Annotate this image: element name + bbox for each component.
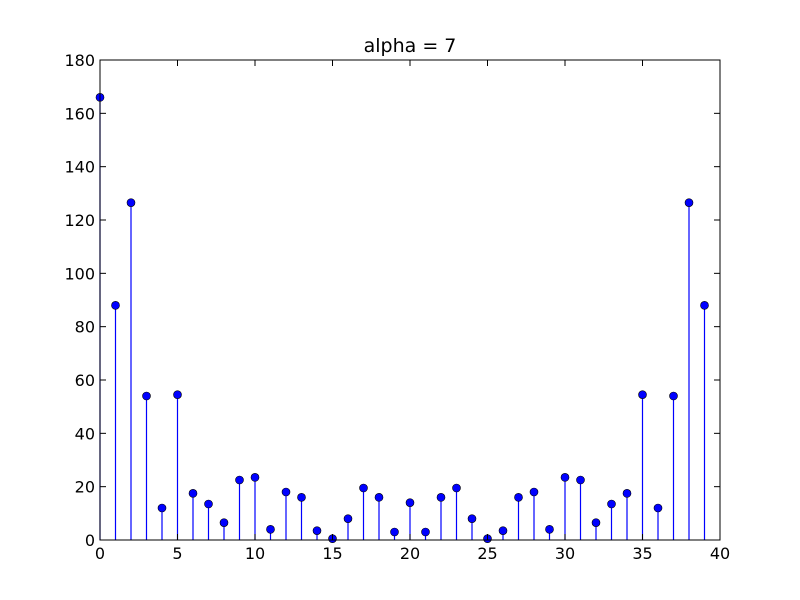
y-tick-label: 60 <box>75 371 95 390</box>
x-tick-label: 15 <box>322 544 342 563</box>
data-point <box>343 514 353 523</box>
y-tick-label: 0 <box>85 531 95 550</box>
data-point <box>607 499 616 509</box>
x-tick-label: 30 <box>555 544 575 563</box>
x-tick-label: 10 <box>245 544 265 563</box>
data-point <box>529 487 539 497</box>
data-point <box>281 487 291 497</box>
data-point <box>266 525 275 534</box>
y-tick-label: 160 <box>64 104 95 123</box>
x-tick-label: 20 <box>400 544 420 563</box>
data-point <box>436 493 446 502</box>
data-point <box>684 198 694 207</box>
data-point <box>514 493 523 502</box>
data-point <box>467 514 477 523</box>
y-tick-label: 140 <box>64 158 95 177</box>
data-point <box>126 198 136 207</box>
data-point <box>173 390 182 399</box>
data-point <box>452 483 461 493</box>
data-point <box>312 526 322 535</box>
data-point <box>219 518 229 527</box>
data-point <box>653 503 663 513</box>
data-point <box>700 301 709 310</box>
data-point <box>591 518 601 527</box>
data-point <box>560 473 570 482</box>
y-tick-label: 120 <box>64 211 95 230</box>
x-tick-label: 5 <box>172 544 182 563</box>
data-point <box>669 391 678 401</box>
x-axis: 0 5 10 15 20 25 30 35 40 <box>95 60 730 563</box>
chart-title: alpha = 7 <box>364 35 457 57</box>
data-point <box>204 499 213 509</box>
x-tick-label: 40 <box>710 544 730 563</box>
data-point <box>142 391 151 401</box>
data-point <box>359 483 368 493</box>
y-tick-label: 80 <box>75 318 95 337</box>
data-point <box>638 390 647 399</box>
data-point <box>188 489 198 498</box>
y-tick-label: 40 <box>75 424 95 443</box>
x-tick-label: 25 <box>477 544 497 563</box>
data-point <box>297 493 306 502</box>
data-point <box>157 503 167 513</box>
plot-frame <box>99 59 721 541</box>
y-tick-label: 100 <box>64 264 95 283</box>
data-point <box>235 475 244 485</box>
data-point <box>374 493 384 502</box>
y-axis: 0 20 40 60 80 100 120 140 160 180 <box>64 51 720 550</box>
data-point <box>405 498 415 507</box>
data-point <box>545 525 554 534</box>
y-tick-label: 180 <box>64 51 95 70</box>
data-point <box>111 301 120 310</box>
data-point <box>421 527 430 537</box>
x-tick-label: 0 <box>95 544 105 563</box>
data-point <box>498 526 508 535</box>
data-point <box>250 473 260 482</box>
data-point <box>390 527 399 537</box>
data-point <box>622 489 632 498</box>
x-tick-label: 35 <box>632 544 652 563</box>
data-point <box>576 475 585 485</box>
plot-area <box>95 93 720 543</box>
y-tick-label: 20 <box>75 478 95 497</box>
